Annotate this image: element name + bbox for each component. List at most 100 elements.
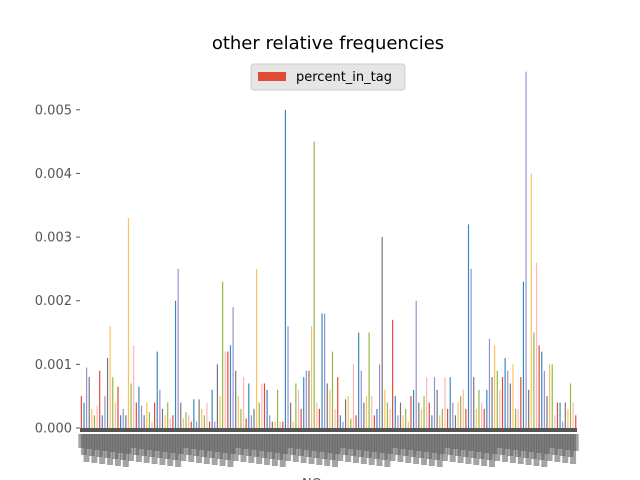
bar	[237, 396, 239, 428]
bar	[229, 345, 232, 428]
bar	[180, 402, 182, 428]
bar	[452, 402, 454, 428]
bar	[88, 377, 90, 428]
bar	[250, 415, 252, 428]
bar	[436, 389, 438, 428]
bar	[188, 415, 190, 428]
bar	[376, 408, 378, 428]
bar	[161, 408, 164, 428]
bar	[454, 415, 457, 428]
bar	[122, 408, 124, 428]
bar	[392, 319, 394, 428]
bar	[360, 370, 362, 428]
bar	[96, 405, 98, 428]
bar	[460, 396, 462, 428]
bar	[80, 396, 82, 428]
bar	[501, 377, 504, 428]
bar	[549, 364, 551, 428]
bar	[261, 383, 263, 428]
y-tick-label: 0.004	[35, 167, 72, 182]
bar	[109, 326, 111, 428]
bar	[467, 224, 470, 428]
bar	[554, 415, 556, 428]
bar	[373, 415, 375, 428]
bar	[130, 383, 132, 428]
bar	[520, 377, 522, 428]
bar	[556, 402, 559, 428]
bar	[86, 367, 88, 428]
bar	[206, 402, 208, 428]
bar	[182, 418, 184, 428]
x-axis-ticks	[80, 428, 577, 432]
bar	[316, 402, 318, 428]
bar	[473, 377, 475, 428]
bar	[235, 370, 237, 428]
bar	[321, 313, 323, 428]
bar	[93, 415, 96, 428]
bar	[101, 415, 103, 428]
bar	[324, 313, 326, 428]
bar	[83, 402, 85, 428]
bar	[104, 396, 106, 428]
bar	[159, 389, 161, 428]
bar	[525, 71, 527, 428]
bar	[386, 402, 389, 428]
bar	[420, 408, 423, 428]
bar	[407, 421, 409, 428]
bar	[470, 268, 472, 428]
bar	[564, 402, 566, 428]
bar	[567, 408, 569, 428]
bar	[290, 402, 292, 428]
bar	[146, 402, 148, 428]
bar	[465, 408, 467, 428]
bar	[509, 383, 511, 428]
bar	[112, 377, 114, 428]
bar	[211, 389, 213, 428]
bar	[428, 402, 430, 428]
bar	[499, 389, 501, 428]
bar	[154, 402, 156, 428]
bar	[326, 383, 328, 428]
bar	[195, 421, 198, 428]
bar	[355, 415, 357, 428]
bar	[331, 351, 334, 428]
bar	[284, 109, 286, 428]
bar	[517, 408, 519, 428]
bar	[426, 377, 428, 428]
bar	[140, 405, 143, 428]
bar	[120, 415, 122, 428]
bar	[486, 389, 488, 428]
bar	[449, 377, 451, 428]
bar	[292, 421, 294, 428]
bar	[381, 237, 383, 428]
bar	[433, 377, 436, 428]
bar	[245, 418, 247, 428]
bar	[143, 415, 145, 428]
bar	[371, 396, 373, 428]
bar	[167, 402, 169, 428]
bars	[80, 71, 577, 428]
bar	[515, 408, 517, 428]
bar	[444, 377, 446, 428]
bar	[522, 281, 525, 428]
bar	[337, 377, 339, 428]
bar	[478, 389, 480, 428]
bar	[410, 396, 412, 428]
bar	[297, 389, 300, 428]
bar	[431, 415, 433, 428]
bar	[546, 396, 548, 428]
bar	[263, 383, 266, 428]
y-tick-label: 0.002	[35, 294, 72, 309]
bar	[198, 399, 200, 428]
bar	[378, 364, 381, 428]
bar	[271, 421, 273, 428]
bar	[423, 396, 425, 428]
bar	[282, 421, 284, 428]
bar	[457, 402, 459, 428]
bar	[329, 389, 331, 428]
bar	[185, 412, 187, 428]
bar	[342, 421, 344, 428]
bar	[190, 421, 192, 428]
legend: percent_in_tag	[250, 63, 406, 91]
